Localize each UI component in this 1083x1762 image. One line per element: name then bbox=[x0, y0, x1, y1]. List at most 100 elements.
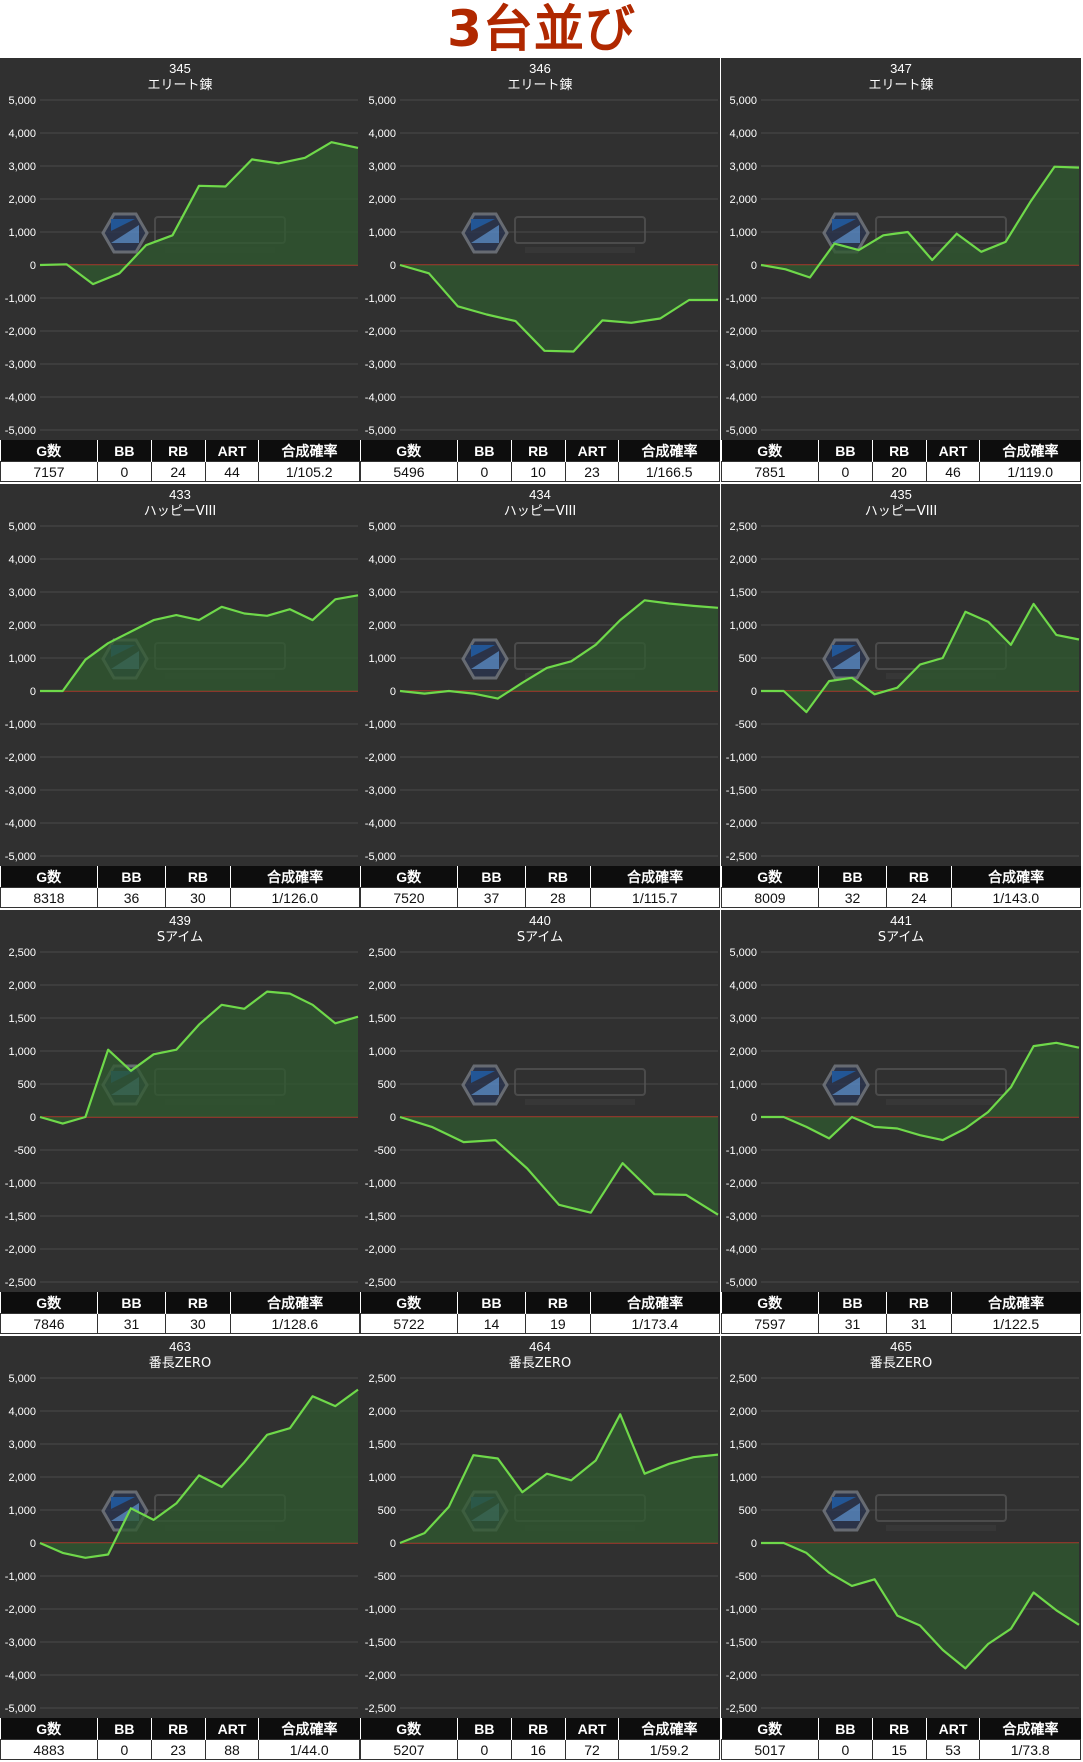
stats-value-row: 7846 31 30 1/128.6 bbox=[0, 1313, 361, 1334]
stats-header-cell: 合成確率 bbox=[590, 1292, 720, 1314]
chart-svg: 435 ハッピーVIII 2,500 2,000 1,500 1,000 500 0 -500 -… bbox=[726, 487, 1080, 863]
stats-header-cell: RB bbox=[886, 1292, 952, 1314]
machine-panel-441: 441 Sアイム 5,000 4,000 3,000 2,000 1,000 0 -1,000 -… bbox=[721, 910, 1082, 1336]
machine-panel-347: 347 エリート錬 5,000 4,000 3,000 2,000 1,000 0 -1,000… bbox=[721, 58, 1081, 484]
y-tick-label: -2,500 bbox=[365, 1277, 396, 1289]
series-area bbox=[761, 603, 1079, 713]
machine-model: Sアイム bbox=[157, 930, 203, 945]
stats-value-cell: 1/166.5 bbox=[618, 461, 720, 482]
y-tick-label: 1,000 bbox=[729, 227, 757, 239]
stats-table: G数 BB RB ART 合成確率 5017 0 15 53 1/73.8 bbox=[721, 1718, 1081, 1760]
stats-value-cell: 8009 bbox=[721, 887, 819, 908]
stats-value-cell: 31 bbox=[96, 1313, 167, 1334]
stats-value-cell: 1/119.0 bbox=[979, 461, 1081, 482]
chart-area: 441 Sアイム 5,000 4,000 3,000 2,000 1,000 0 -1,000 -… bbox=[721, 910, 1081, 1292]
stats-value-cell: 23 bbox=[564, 461, 620, 482]
series-line bbox=[761, 1041, 1080, 1142]
stats-header-row: G数 BB RB 合成確率 bbox=[0, 1292, 360, 1314]
series-area bbox=[400, 600, 718, 699]
stats-value-cell: 8318 bbox=[0, 887, 98, 908]
y-tick-label: 1,000 bbox=[729, 620, 757, 632]
stats-header-cell: G数 bbox=[0, 1292, 98, 1314]
y-tick-label: -1,000 bbox=[365, 1178, 396, 1190]
watermark-logo bbox=[461, 212, 646, 254]
stats-header-cell: G数 bbox=[0, 440, 98, 462]
stats-value-cell: 53 bbox=[925, 1739, 981, 1760]
y-tick-label: 2,000 bbox=[368, 980, 396, 992]
y-tick-label: 3,000 bbox=[368, 587, 396, 599]
series-area bbox=[761, 1042, 1079, 1141]
stats-value-cell: 1/122.5 bbox=[950, 1313, 1082, 1334]
y-tick-label: 0 bbox=[751, 260, 757, 272]
stats-table: G数 BB RB 合成確率 8318 36 30 1/126.0 bbox=[0, 866, 361, 908]
stats-header-cell: 合成確率 bbox=[618, 440, 720, 462]
stats-header-cell: BB bbox=[818, 1718, 873, 1740]
series-area bbox=[400, 1414, 718, 1543]
chart-area: 440 Sアイム 2,500 2,000 1,500 1,000 500 0 -500 -1,00… bbox=[360, 910, 720, 1292]
stats-value-cell: 19 bbox=[525, 1313, 591, 1334]
stats-value-cell: 5496 bbox=[360, 461, 458, 482]
machine-panel-434: 434 ハッピーVIII 5,000 4,000 3,000 2,000 1,000 0 -1,… bbox=[360, 484, 721, 910]
chart-svg: 465 番長ZERO 2,500 2,000 1,500 1,000 500 0 -500 -1,… bbox=[726, 1339, 1080, 1715]
stats-header-cell: BB bbox=[818, 866, 888, 888]
stats-header-row: G数 BB RB ART 合成確率 bbox=[0, 1718, 360, 1740]
stats-value-cell: 46 bbox=[925, 461, 981, 482]
stats-header-cell: G数 bbox=[360, 1718, 458, 1740]
chart-svg: 433 ハッピーVIII 5,000 4,000 3,000 2,000 1,000 0 -1,… bbox=[5, 487, 359, 863]
y-tick-label: 2,000 bbox=[8, 194, 36, 206]
y-tick-label: -5,000 bbox=[5, 851, 36, 863]
stats-value-cell: 16 bbox=[510, 1739, 566, 1760]
stats-table: G数 BB RB ART 合成確率 5496 0 10 23 1/166.5 bbox=[360, 440, 720, 482]
y-tick-label: 2,000 bbox=[368, 1406, 396, 1418]
stats-value-cell: 20 bbox=[871, 461, 927, 482]
y-tick-label: 5,000 bbox=[8, 95, 36, 107]
y-tick-label: -1,500 bbox=[365, 1211, 396, 1223]
stats-header-cell: ART bbox=[205, 1718, 260, 1740]
stats-value-cell: 0 bbox=[96, 1739, 152, 1760]
series-area bbox=[40, 991, 358, 1124]
y-tick-label: 5,000 bbox=[729, 947, 757, 959]
stats-value-cell: 0 bbox=[817, 461, 873, 482]
stats-value-cell: 1/143.0 bbox=[950, 887, 1082, 908]
y-tick-label: -2,500 bbox=[5, 1277, 36, 1289]
chart-area: 439 Sアイム 2,500 2,000 1,500 1,000 500 0 -500 -1,00… bbox=[0, 910, 360, 1292]
chart-svg: 346 エリート錬 5,000 4,000 3,000 2,000 1,000 0 -1,000… bbox=[365, 61, 719, 437]
series-area bbox=[40, 595, 358, 691]
y-tick-label: -4,000 bbox=[5, 818, 36, 830]
machine-number: 441 bbox=[890, 913, 912, 928]
stats-value-cell: 30 bbox=[165, 1313, 231, 1334]
y-tick-label: 2,000 bbox=[729, 554, 757, 566]
page-title: 3台並び bbox=[447, 0, 636, 58]
stats-value-cell: 23 bbox=[150, 1739, 206, 1760]
y-tick-label: 2,500 bbox=[368, 1373, 396, 1385]
stats-header-cell: G数 bbox=[721, 1718, 819, 1740]
y-tick-label: 1,500 bbox=[368, 1013, 396, 1025]
stats-table: G数 BB RB 合成確率 8009 32 24 1/143.0 bbox=[721, 866, 1082, 908]
stats-value-row: 7851 0 20 46 1/119.0 bbox=[721, 461, 1081, 482]
stats-value-cell: 44 bbox=[204, 461, 260, 482]
y-tick-label: -2,000 bbox=[365, 326, 396, 338]
stats-value-cell: 32 bbox=[817, 887, 888, 908]
stats-header-cell: BB bbox=[818, 1292, 888, 1314]
series-area bbox=[400, 1117, 718, 1215]
y-tick-label: 1,000 bbox=[8, 653, 36, 665]
y-tick-label: -1,000 bbox=[726, 1604, 757, 1616]
stats-header-cell: RB bbox=[525, 1292, 591, 1314]
stats-header-cell: BB bbox=[97, 1718, 152, 1740]
stats-value-row: 5017 0 15 53 1/73.8 bbox=[721, 1739, 1081, 1760]
stats-header-cell: RB bbox=[525, 866, 591, 888]
stats-header-cell: 合成確率 bbox=[230, 866, 360, 888]
y-tick-label: 2,500 bbox=[729, 1373, 757, 1385]
stats-value-cell: 7520 bbox=[360, 887, 458, 908]
stats-header-cell: ART bbox=[926, 1718, 981, 1740]
stats-header-row: G数 BB RB ART 合成確率 bbox=[360, 440, 720, 462]
stats-header-cell: 合成確率 bbox=[590, 866, 720, 888]
stats-header-cell: 合成確率 bbox=[230, 1292, 360, 1314]
machine-model: Sアイム bbox=[878, 930, 924, 945]
machine-panel-464: 464 番長ZERO 2,500 2,000 1,500 1,000 500 0 -500 -1,… bbox=[360, 1336, 720, 1762]
stats-value-cell: 7597 bbox=[721, 1313, 819, 1334]
stats-header-cell: 合成確率 bbox=[258, 1718, 360, 1740]
machine-panel-439: 439 Sアイム 2,500 2,000 1,500 1,000 500 0 -500 -1,00… bbox=[0, 910, 361, 1336]
stats-value-cell: 7157 bbox=[0, 461, 98, 482]
y-tick-label: -4,000 bbox=[5, 392, 36, 404]
